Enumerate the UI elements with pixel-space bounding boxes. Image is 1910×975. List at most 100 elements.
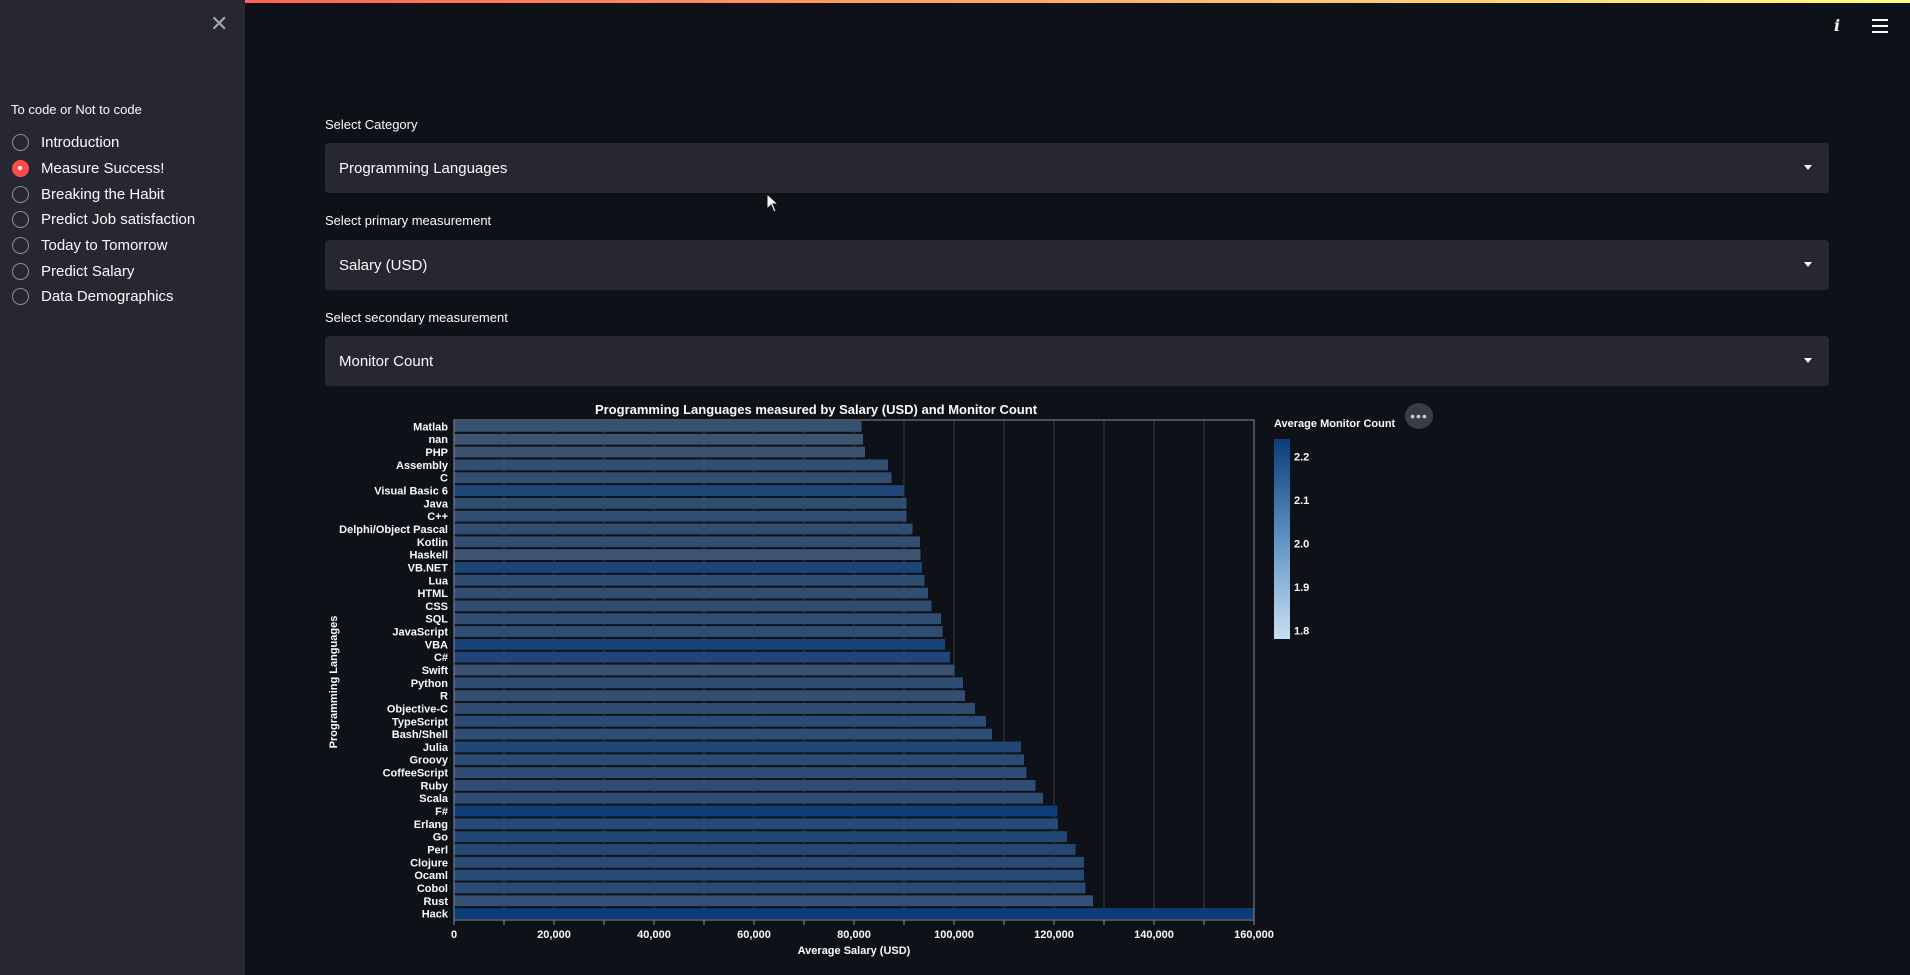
chart-actions-icon[interactable]: ••• (1405, 403, 1433, 429)
bar (454, 677, 963, 689)
nav-item-introduction[interactable]: Introduction (12, 130, 195, 156)
bar (454, 433, 863, 445)
bar (454, 536, 920, 548)
bar (454, 741, 1021, 753)
bar (454, 446, 865, 458)
radio-icon[interactable] (12, 288, 29, 306)
bar (454, 459, 888, 471)
radio-icon[interactable] (12, 211, 29, 229)
x-tick-label: 100,000 (934, 929, 974, 941)
bar (454, 497, 907, 509)
category-select-value: Programming Languages (339, 159, 508, 177)
y-tick-label: VB.NET (408, 562, 449, 574)
primary-measurement-value: Salary (USD) (339, 256, 428, 274)
bar (454, 600, 932, 612)
legend-tick-label: 1.8 (1294, 625, 1309, 637)
secondary-measurement-select[interactable]: Monitor Count (325, 336, 1829, 386)
nav-item-label: Predict Salary (41, 262, 135, 280)
bar (454, 587, 928, 599)
y-tick-label: Lua (428, 575, 448, 587)
bar (454, 844, 1076, 855)
y-tick-label: Delphi/Object Pascal (339, 524, 448, 536)
bar (454, 779, 1036, 791)
radio-icon[interactable] (12, 262, 29, 280)
y-tick-label: Visual Basic 6 (374, 486, 448, 498)
y-tick-label: Kotlin (417, 537, 448, 549)
nav-item-predict-job-satisfaction[interactable]: Predict Job satisfaction (12, 207, 195, 233)
chevron-down-icon (1804, 262, 1812, 267)
primary-measurement-label: Select primary measurement (325, 213, 492, 228)
y-tick-label: Scala (419, 793, 449, 805)
y-tick-label: Ocaml (414, 870, 448, 882)
bar (454, 895, 1093, 907)
bar (454, 754, 1024, 766)
x-tick-label: 140,000 (1134, 929, 1174, 941)
category-select[interactable]: Programming Languages (325, 143, 1829, 193)
chart-title: Programming Languages measured by Salary… (595, 402, 1038, 417)
bar (454, 818, 1058, 830)
nav-title: To code or Not to code (11, 102, 142, 117)
bar (454, 574, 925, 586)
bar (454, 664, 955, 676)
y-tick-label: PHP (425, 447, 448, 459)
y-tick-label: JavaScript (392, 627, 448, 639)
bar (454, 882, 1086, 894)
nav-radio-group: Introduction Measure Success! Breaking t… (12, 130, 195, 310)
bar-chart: Programming Languages measured by Salary… (328, 402, 1396, 957)
y-tick-label: Go (433, 832, 449, 844)
legend-tick-label: 2.2 (1294, 451, 1309, 463)
nav-item-predict-salary[interactable]: Predict Salary (12, 258, 195, 284)
bar (454, 485, 904, 496)
y-tick-label: Cobol (417, 883, 448, 895)
y-tick-label: TypeScript (392, 716, 448, 728)
bar (454, 562, 922, 573)
radio-icon[interactable] (12, 134, 29, 152)
bar (454, 908, 1254, 919)
bar (454, 831, 1067, 843)
y-tick-label: C++ (427, 511, 448, 523)
x-tick-label: 160,000 (1234, 929, 1274, 941)
nav-item-today-to-tomorrow[interactable]: Today to Tomorrow (12, 233, 195, 259)
bar (454, 767, 1027, 778)
y-tick-label: Groovy (409, 755, 448, 767)
nav-item-label: Data Demographics (41, 288, 174, 306)
y-tick-label: Bash/Shell (392, 729, 448, 741)
y-tick-label: SQL (425, 614, 448, 626)
bar (454, 651, 950, 663)
bar (454, 472, 892, 484)
radio-icon[interactable] (12, 237, 29, 255)
mouse-cursor-icon (766, 193, 780, 213)
y-tick-label: VBA (425, 639, 448, 651)
radio-icon[interactable] (12, 185, 29, 203)
y-tick-label: Assembly (396, 460, 449, 472)
y-tick-label: Erlang (414, 819, 448, 831)
x-tick-label: 20,000 (537, 929, 571, 941)
y-tick-label: HTML (417, 588, 448, 600)
y-tick-label: F# (435, 806, 448, 818)
x-tick-label: 60,000 (737, 929, 771, 941)
nav-item-label: Breaking the Habit (41, 185, 165, 203)
nav-item-data-demographics[interactable]: Data Demographics (12, 284, 195, 310)
hamburger-menu-icon[interactable] (1872, 19, 1888, 33)
nav-item-breaking-the-habit[interactable]: Breaking the Habit (12, 181, 195, 207)
y-tick-label: CSS (425, 601, 448, 613)
nav-item-measure-success[interactable]: Measure Success! (12, 156, 195, 182)
info-icon[interactable]: i (1834, 16, 1841, 35)
y-tick-label: Java (424, 498, 449, 510)
bar (454, 703, 975, 714)
bar (454, 869, 1084, 881)
radio-selected-icon[interactable] (12, 160, 29, 178)
primary-measurement-select[interactable]: Salary (USD) (325, 240, 1829, 290)
y-tick-label: Matlab (413, 421, 448, 433)
bar (454, 690, 965, 702)
bar (454, 613, 941, 625)
y-tick-label: Objective-C (387, 703, 448, 715)
legend-tick-label: 2.0 (1294, 538, 1309, 550)
legend-tick-label: 2.1 (1294, 495, 1309, 507)
nav-item-label: Today to Tomorrow (41, 237, 168, 255)
close-icon[interactable]: ✕ (210, 11, 229, 36)
category-label: Select Category (325, 117, 418, 132)
x-tick-label: 80,000 (837, 929, 871, 941)
bar (454, 510, 907, 522)
y-tick-label: R (440, 691, 448, 703)
